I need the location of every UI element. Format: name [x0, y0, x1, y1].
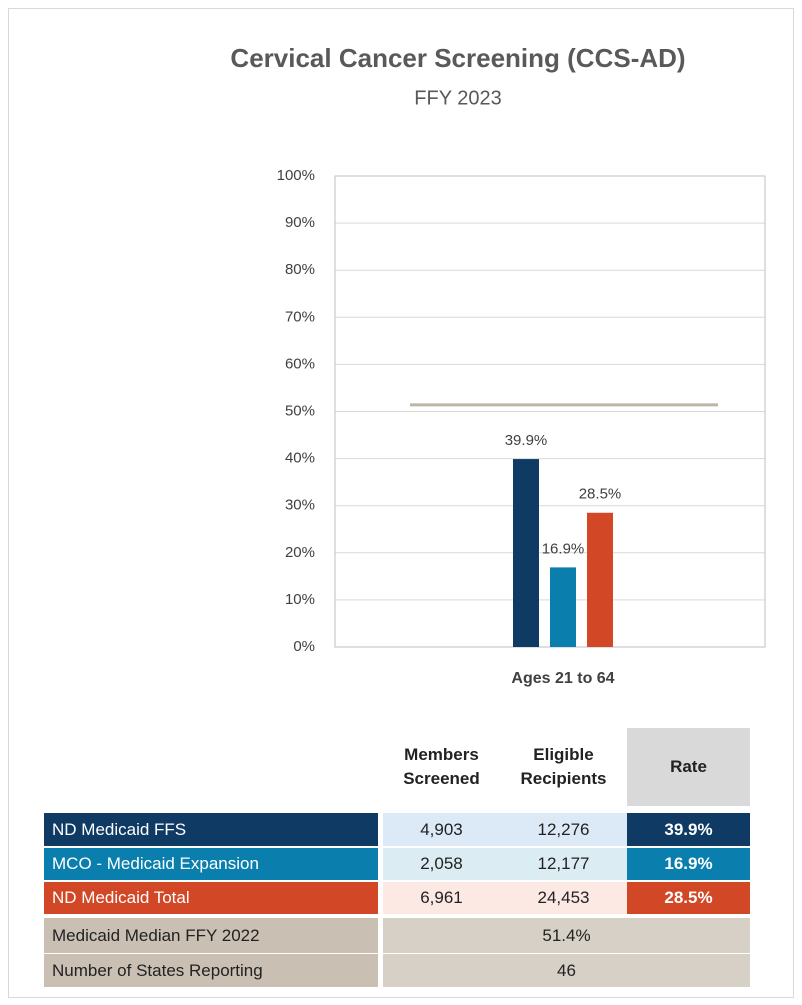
y-tick-label: 20%: [285, 544, 315, 561]
table-cell: 2,058: [383, 848, 500, 880]
y-tick-label: 50%: [285, 402, 315, 419]
table-cell: 16.9%: [627, 848, 750, 880]
column-header: Members Screened: [383, 728, 500, 806]
table-cell: 39.9%: [627, 813, 750, 846]
chart-subtitle: FFY 2023: [414, 87, 501, 109]
y-tick-label: 10%: [285, 591, 315, 608]
y-tick-label: 100%: [277, 167, 315, 184]
bar: [550, 567, 576, 647]
bar: [587, 512, 613, 647]
row-label: ND Medicaid Total: [44, 882, 378, 914]
y-tick-label: 60%: [285, 355, 315, 372]
column-header: Rate: [627, 728, 750, 806]
table-cell: 46: [383, 954, 750, 987]
table-cell: 4,903: [383, 813, 500, 846]
bar: [513, 459, 539, 647]
table-cell: 12,276: [500, 813, 627, 846]
row-label: Number of States Reporting: [44, 954, 378, 987]
y-tick-label: 40%: [285, 450, 315, 467]
y-tick-label: 80%: [285, 261, 315, 278]
row-label: ND Medicaid FFS: [44, 813, 378, 846]
chart: Cervical Cancer Screening (CCS-AD) FFY 2…: [230, 43, 766, 687]
x-tick-label: Ages 21 to 64: [511, 670, 614, 687]
frame: [8, 8, 794, 998]
table-cell: 51.4%: [383, 918, 750, 953]
data-label: 39.9%: [505, 432, 548, 449]
row-label: MCO - Medicaid Expansion: [44, 848, 378, 880]
y-tick-label: 0%: [293, 638, 315, 655]
y-tick-label: 70%: [285, 308, 315, 325]
table-cell: 28.5%: [627, 882, 750, 914]
data-label: 16.9%: [542, 540, 585, 557]
table-cell: 12,177: [500, 848, 627, 880]
row-label: Medicaid Median FFY 2022: [44, 918, 378, 953]
chart-title: Cervical Cancer Screening (CCS-AD): [230, 43, 685, 73]
column-header: Eligible Recipients: [500, 728, 627, 806]
table-cell: 6,961: [383, 882, 500, 914]
y-tick-label: 30%: [285, 497, 315, 514]
y-tick-label: 90%: [285, 214, 315, 231]
table-cell: 24,453: [500, 882, 627, 914]
data-label: 28.5%: [579, 486, 622, 503]
